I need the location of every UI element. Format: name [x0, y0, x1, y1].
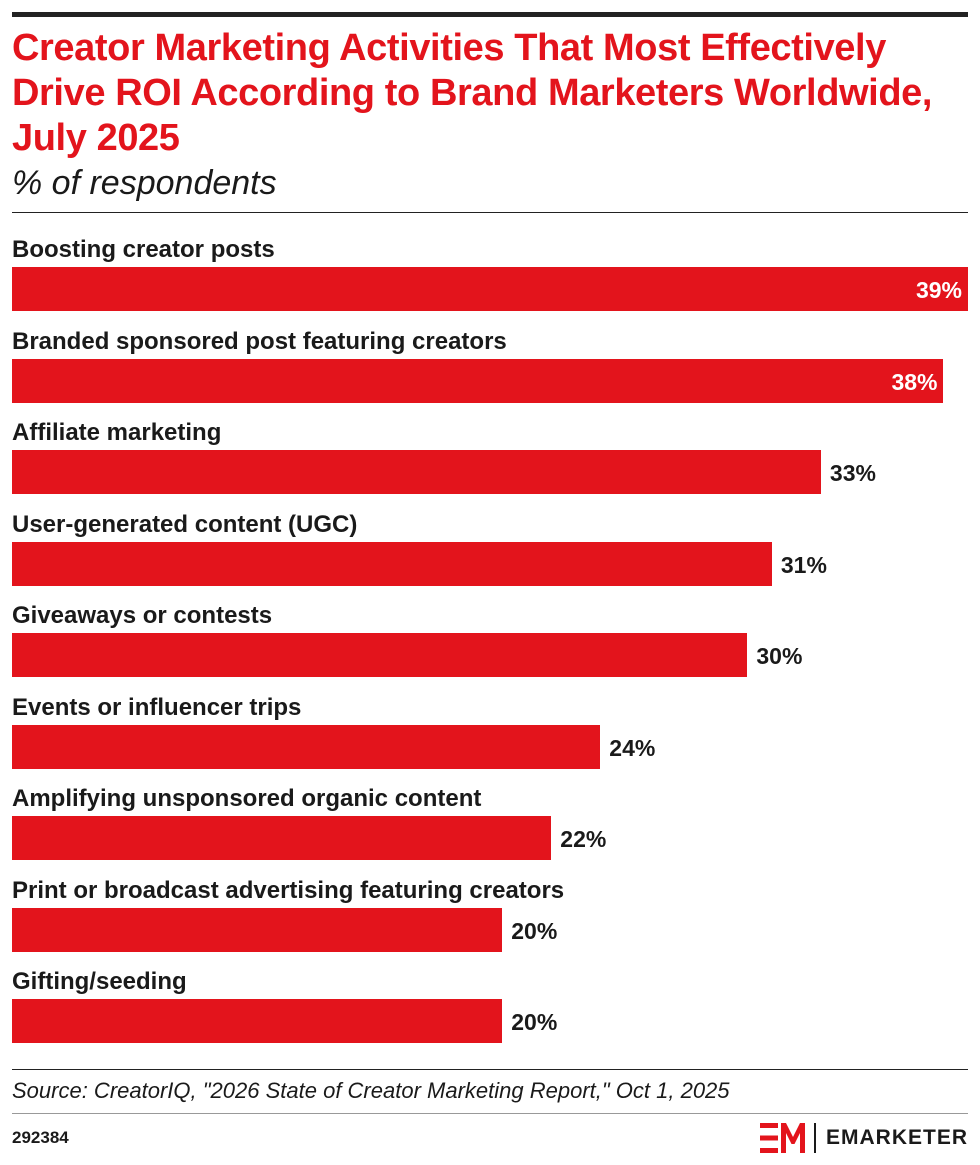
brand-name: EMARKETER: [825, 1126, 968, 1149]
value-label: 24%: [609, 734, 656, 761]
footer-divider: [12, 1069, 968, 1070]
value-label: 38%: [891, 368, 938, 395]
bar: [12, 633, 748, 677]
bar-row: User-generated content (UGC) 31%: [12, 505, 968, 597]
bar: [12, 358, 944, 403]
bar-row: Affiliate marketing 33%: [12, 413, 968, 505]
category-label: Events or influencer trips: [12, 693, 302, 721]
bar: [12, 267, 968, 311]
bar-chart: Boosting creator posts 39% Branded sponsor…: [0, 230, 980, 1070]
top-rule: [12, 12, 968, 17]
category-label: Giveaways or contests: [12, 602, 273, 629]
header-divider: [12, 212, 968, 213]
value-label: 33%: [829, 460, 876, 486]
bar-row: Print or broadcast advertising featuring…: [12, 871, 968, 963]
source-note: Source: CreatorIQ, "2026 State of Creato…: [12, 1078, 730, 1103]
value-label: 31%: [780, 551, 827, 578]
category-label: Boosting creator posts: [12, 236, 275, 263]
emarketer-logo[interactable]: EMARKETER: [759, 1122, 968, 1154]
bar: [12, 999, 503, 1043]
bar-row: Gifting/seeding 20%: [12, 962, 968, 1054]
category-label: Amplifying unsponsored organic content: [12, 785, 482, 812]
chart-title: Creator Marketing Activities That Most E…: [12, 27, 933, 159]
value-label: 20%: [511, 1009, 558, 1035]
bar: [12, 541, 772, 586]
bar-row: Giveaways or contests 30%: [12, 596, 968, 688]
bar: [12, 907, 503, 952]
source-divider: [12, 1113, 968, 1114]
chart-id: 292384: [12, 1128, 69, 1147]
bar-row: Amplifying unsponsored organic content 22…: [12, 779, 968, 871]
value-label: 20%: [511, 917, 558, 944]
bar: [12, 724, 601, 769]
chart-subtitle: % of respondents: [12, 164, 277, 202]
value-label: 22%: [560, 826, 607, 852]
value-label: 39%: [915, 277, 962, 303]
em-logo-icon: [759, 1123, 805, 1153]
category-label: User-generated content (UGC): [12, 510, 358, 538]
bar-row: Branded sponsored post featuring creator…: [12, 322, 968, 414]
bar: [12, 450, 821, 494]
logo-divider: [813, 1123, 816, 1153]
bar-row: Events or influencer trips 24%: [12, 688, 968, 780]
category-label: Affiliate marketing: [12, 419, 222, 446]
category-label: Gifting/seeding: [12, 968, 187, 995]
category-label: Branded sponsored post featuring creator…: [12, 327, 507, 355]
bar-row: Boosting creator posts 39%: [12, 230, 968, 322]
category-label: Print or broadcast advertising featuring…: [12, 876, 565, 904]
value-label: 30%: [756, 643, 803, 669]
bar: [12, 816, 552, 860]
